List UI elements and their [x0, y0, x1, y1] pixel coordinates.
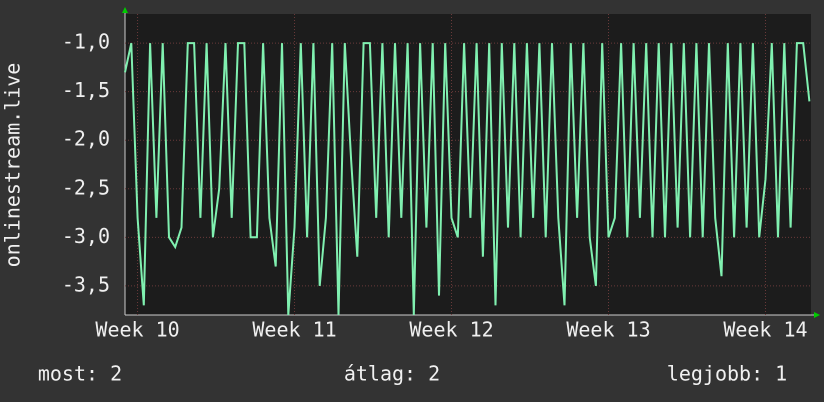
y-tick-label: -3,5 — [62, 272, 110, 296]
y-tick-label: -2,5 — [62, 175, 110, 199]
footer-stat: legjobb: 1 — [667, 362, 787, 386]
footer-stat: átlag: 2 — [344, 362, 440, 386]
axis-arrow — [814, 312, 820, 318]
data-line — [124, 42, 811, 316]
y-tick-label: -3,0 — [62, 224, 110, 248]
x-tick-label: Week 13 — [566, 318, 650, 342]
x-tick-label: Week 10 — [95, 318, 179, 342]
y-tick-label: -2,0 — [62, 127, 110, 151]
y-tick-label: -1,5 — [62, 78, 110, 102]
y-axis-label: onlinestream.live — [1, 63, 25, 268]
axis-arrow — [122, 7, 128, 13]
x-tick-label: Week 14 — [723, 318, 807, 342]
y-tick-label: -1,0 — [62, 30, 110, 54]
x-tick-label: Week 11 — [252, 318, 336, 342]
x-tick-label: Week 12 — [409, 318, 493, 342]
footer-stat: most: 2 — [38, 362, 122, 386]
